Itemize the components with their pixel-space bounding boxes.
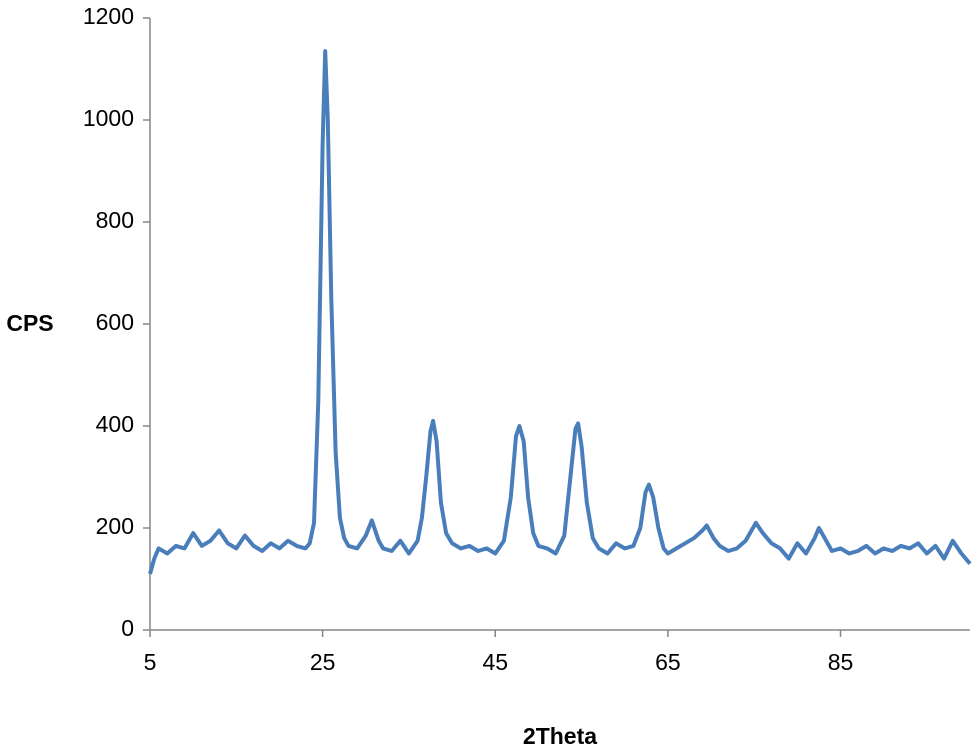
x-tick-label: 25 [310, 649, 336, 675]
x-tick-label: 65 [655, 649, 681, 675]
y-tick-label: 200 [96, 513, 134, 539]
y-tick-label: 800 [96, 207, 134, 233]
y-axis-label: CPS [6, 310, 53, 336]
y-tick-label: 600 [96, 309, 134, 335]
y-tick-label: 400 [96, 411, 134, 437]
y-tick-label: 1200 [83, 3, 134, 29]
data-line [148, 49, 972, 575]
y-tick-label: 0 [121, 615, 134, 641]
x-tick-label: 45 [482, 649, 508, 675]
x-tick-label: 85 [828, 649, 854, 675]
x-tick-label: 5 [144, 649, 157, 675]
x-axis-label: 2Theta [523, 723, 597, 749]
y-tick-label: 1000 [83, 105, 134, 131]
